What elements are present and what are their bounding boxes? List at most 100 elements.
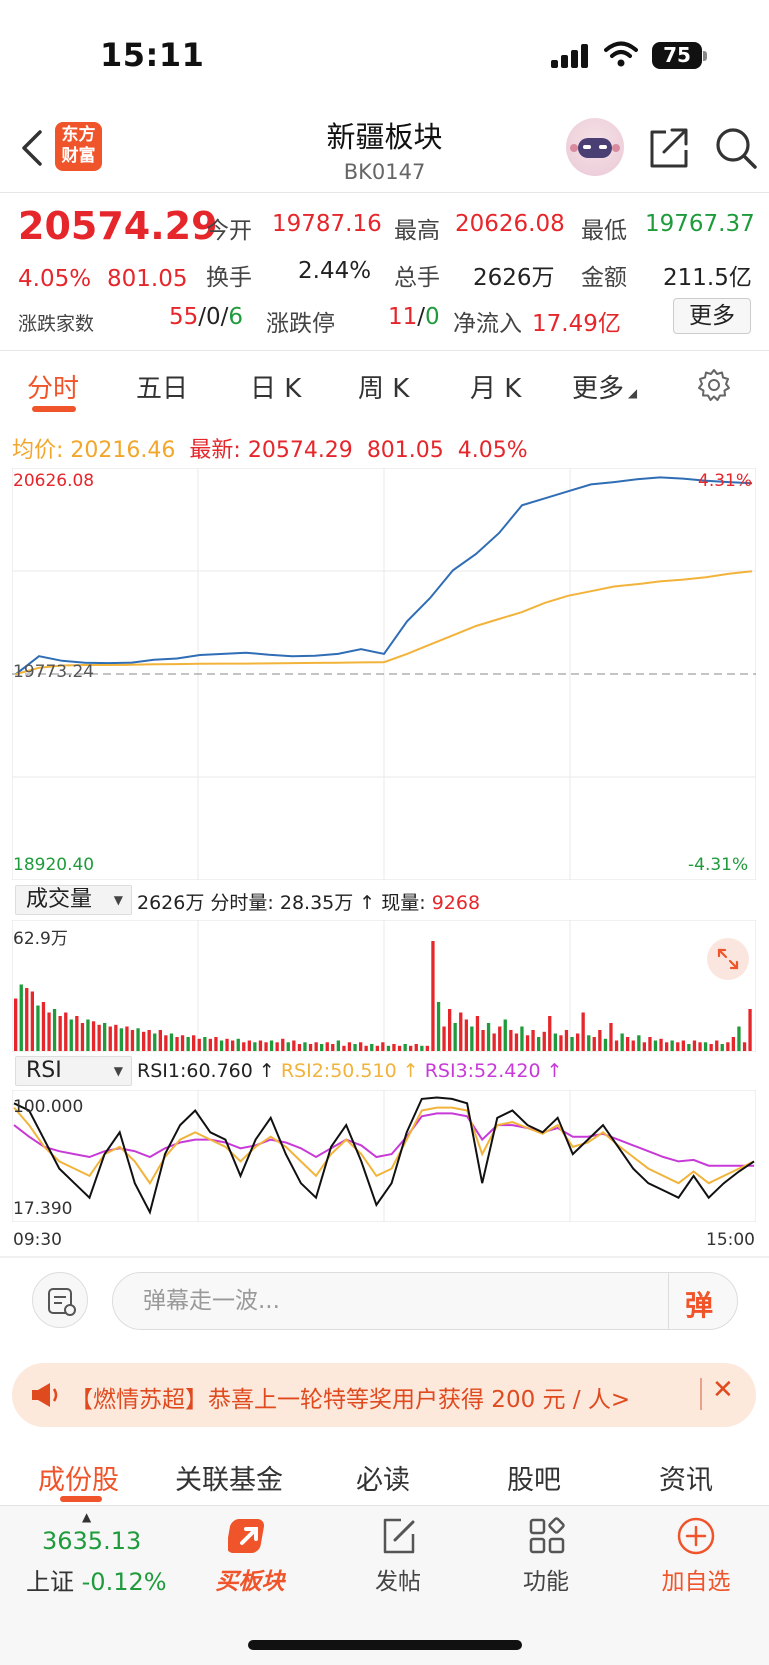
- volume-indicator-dropdown[interactable]: 成交量 ▼: [15, 885, 132, 915]
- volume-bar: [125, 1026, 129, 1051]
- subtab-forum[interactable]: 股吧: [507, 1465, 561, 1496]
- more-quote-button[interactable]: 更多: [673, 298, 751, 334]
- subtab-must-read[interactable]: 必读: [356, 1465, 410, 1496]
- comment-settings-icon[interactable]: [32, 1272, 88, 1328]
- volume-bar: [175, 1037, 179, 1051]
- volume-info: 2626万 分时量: 28.35万 ↑ 现量: 9268: [137, 892, 481, 914]
- ai-assistant-robot-icon[interactable]: [566, 118, 624, 176]
- close-icon[interactable]: ✕: [712, 1375, 734, 1405]
- volume-bar: [642, 1042, 646, 1051]
- tab-monthly-k[interactable]: 月 K: [470, 374, 522, 404]
- tab-five-day[interactable]: 五日: [136, 374, 189, 404]
- netflow-label: 净流入: [453, 311, 522, 337]
- promo-banner[interactable]: [12, 1363, 756, 1427]
- rsi-chart[interactable]: [12, 1090, 756, 1222]
- settings-gear-icon[interactable]: [697, 368, 731, 402]
- tab-intraday[interactable]: 分时: [27, 374, 80, 404]
- volume-bar: [709, 1044, 713, 1051]
- volume-bar: [676, 1042, 680, 1051]
- volume-bar: [553, 1033, 557, 1051]
- volume-chart[interactable]: [12, 920, 756, 1052]
- volume-bar: [75, 1016, 79, 1051]
- volume-bar: [19, 984, 23, 1051]
- buy-sector-label[interactable]: 买板块: [215, 1569, 285, 1595]
- index-name-change[interactable]: 上证 -0.12%: [26, 1568, 167, 1596]
- post-edit-icon[interactable]: [379, 1516, 419, 1556]
- volume-bar: [342, 1045, 346, 1051]
- subtab-active-underline: [60, 1496, 102, 1502]
- volume-bar: [386, 1045, 391, 1051]
- add-watchlist-icon[interactable]: [675, 1515, 717, 1557]
- functions-label[interactable]: 功能: [523, 1569, 569, 1595]
- volume-bar: [264, 1042, 268, 1051]
- promo-banner-text[interactable]: 【燃情苏超】恭喜上一轮特等奖用户获得 200 元 / 人>: [70, 1387, 631, 1413]
- volume-bar: [153, 1033, 157, 1051]
- volume-bar: [136, 1028, 140, 1051]
- volume-bar: [436, 1002, 441, 1051]
- volume-bar: [498, 1026, 502, 1051]
- add-watchlist-label[interactable]: 加自选: [661, 1569, 731, 1595]
- rsi-y-top: 100.000: [13, 1097, 84, 1117]
- back-icon[interactable]: [18, 128, 48, 168]
- volume-bar: [331, 1044, 335, 1051]
- volume-bar: [525, 1035, 530, 1051]
- volume-bar: [253, 1042, 257, 1051]
- volume-bar: [570, 1037, 574, 1051]
- volume-bar: [41, 1002, 46, 1051]
- volume-bar: [692, 1040, 697, 1051]
- volume-bar: [320, 1044, 324, 1051]
- megaphone-icon: [32, 1383, 58, 1407]
- rsi-indicator-dropdown[interactable]: RSI ▼: [15, 1056, 132, 1086]
- volume-bar: [659, 1038, 663, 1051]
- volume-bar: [86, 1019, 90, 1051]
- index-value[interactable]: 3635.13: [42, 1527, 142, 1555]
- volume-bar: [197, 1038, 201, 1051]
- post-label[interactable]: 发帖: [375, 1569, 421, 1595]
- volume-bar: [192, 1035, 196, 1051]
- functions-grid-icon[interactable]: [527, 1516, 567, 1556]
- volume-bar: [142, 1031, 146, 1051]
- battery-cap: [703, 51, 707, 61]
- volume-bar: [592, 1037, 596, 1051]
- volume-bar: [91, 1021, 96, 1051]
- volume-bar: [459, 1012, 463, 1051]
- volume-bar: [186, 1037, 190, 1051]
- expand-icon[interactable]: [707, 938, 749, 980]
- volume-bar: [231, 1040, 235, 1051]
- volume-bar: [36, 1005, 40, 1051]
- subtab-news[interactable]: 资讯: [659, 1465, 713, 1496]
- volume-bar: [325, 1042, 329, 1051]
- netflow-value: 17.49亿: [532, 311, 621, 337]
- volume-bar: [425, 1045, 429, 1051]
- tab-weekly-k[interactable]: 周 K: [358, 374, 410, 404]
- volume-bar: [397, 1045, 402, 1051]
- subtab-related-funds[interactable]: 关联基金: [175, 1465, 283, 1496]
- volume-bar: [180, 1035, 185, 1051]
- share-icon[interactable]: [648, 126, 690, 170]
- volume-bar: [247, 1040, 251, 1051]
- tab-active-underline: [32, 406, 76, 412]
- volume-bar: [80, 1023, 85, 1051]
- subtab-constituents[interactable]: 成份股: [38, 1465, 119, 1496]
- volume-bar: [520, 1026, 524, 1051]
- intraday-price-chart[interactable]: [12, 468, 756, 880]
- search-icon[interactable]: [714, 126, 758, 170]
- amount-value: 211.5亿: [663, 265, 752, 291]
- limit-count: 11/0: [388, 304, 440, 330]
- rsi-y-bottom: 17.390: [13, 1199, 73, 1219]
- index-expand-arrow-icon[interactable]: ▲: [82, 1510, 92, 1524]
- volume-bar: [481, 1030, 485, 1051]
- buy-sector-icon[interactable]: [228, 1515, 274, 1557]
- danmu-button[interactable]: 弹: [668, 1272, 738, 1330]
- volume-bar: [703, 1042, 708, 1051]
- volume-bar: [564, 1030, 569, 1051]
- volume-bar: [359, 1042, 363, 1051]
- high-label: 最高: [394, 218, 440, 244]
- low-value: 19767.37: [645, 211, 755, 237]
- volume-bar: [531, 1030, 535, 1051]
- tab-daily-k[interactable]: 日 K: [250, 374, 302, 404]
- danmu-input[interactable]: 弹幕走一波...: [112, 1272, 738, 1330]
- tab-more[interactable]: 更多 ◢: [572, 374, 638, 404]
- volume-bar: [347, 1042, 352, 1051]
- header-divider: [0, 192, 769, 193]
